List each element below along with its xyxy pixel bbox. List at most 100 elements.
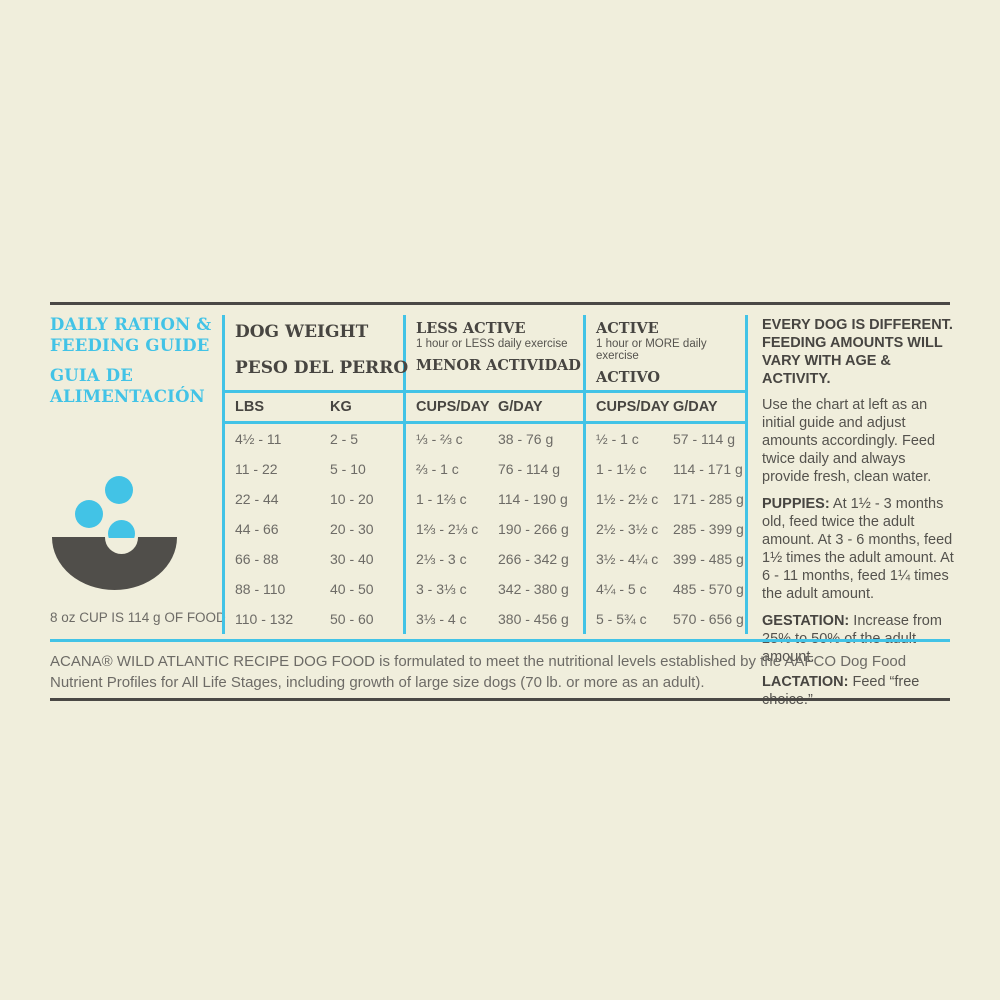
- column-title: ACTIVE: [596, 320, 659, 337]
- unit-header-grams: G/DAY: [498, 399, 543, 415]
- cell-active-grams: 285 - 399 g: [673, 521, 744, 537]
- cell-kg: 20 - 30: [330, 521, 374, 537]
- column-group-active: ACTIVE 1 hour or MORE daily exercise ACT…: [596, 320, 748, 386]
- feeding-table: DOG WEIGHT PESO DEL PERRO LESS ACTIVE 1 …: [222, 315, 748, 641]
- cell-active-cups: 5 - 5¾ c: [596, 611, 647, 627]
- section-label: LACTATION:: [762, 674, 849, 690]
- kibble-drop-clip: [108, 520, 135, 538]
- advice-puppies: PUPPIES: At 1½ - 3 months old, feed twic…: [762, 495, 956, 603]
- cell-less-cups: 3⅓ - 4 c: [416, 611, 467, 627]
- unit-header-kg: KG: [330, 399, 352, 415]
- cell-less-grams: 114 - 190 g: [498, 491, 568, 507]
- cell-kg: 50 - 60: [330, 611, 374, 627]
- table-row: 22 - 44 10 - 20 1 - 1⅔ c 114 - 190 g 1½ …: [222, 484, 748, 514]
- dog-bowl-icon: [50, 471, 200, 596]
- cell-less-cups: 3 - 3⅓ c: [416, 581, 467, 597]
- table-row: 11 - 22 5 - 10 ⅔ - 1 c 76 - 114 g 1 - 1½…: [222, 454, 748, 484]
- title-line: FEEDING GUIDE: [50, 336, 210, 355]
- column-title-es: ACTIVO: [596, 369, 660, 386]
- table-row: 66 - 88 30 - 40 2⅓ - 3 c 266 - 342 g 3½ …: [222, 544, 748, 574]
- advice-heading: EVERY DOG IS DIFFERENT. FEEDING AMOUNTS …: [762, 316, 956, 388]
- table-row: 44 - 66 20 - 30 1⅔ - 2⅓ c 190 - 266 g 2½…: [222, 514, 748, 544]
- cell-less-cups: ⅓ - ⅔ c: [416, 431, 463, 447]
- cell-less-cups: 2⅓ - 3 c: [416, 551, 467, 567]
- table-row: 4½ - 11 2 - 5 ⅓ - ⅔ c 38 - 76 g ½ - 1 c …: [222, 424, 748, 454]
- cell-active-grams: 570 - 656 g: [673, 611, 744, 627]
- kibble-dot-icon: [75, 500, 103, 528]
- cell-active-grams: 485 - 570 g: [673, 581, 744, 597]
- title-line: ALIMENTACIÓN: [50, 387, 205, 406]
- title-line: GUIA DE: [50, 366, 134, 385]
- aafco-statement: ACANA® WILD ATLANTIC RECIPE DOG FOOD is …: [50, 653, 907, 691]
- section-label: PUPPIES:: [762, 496, 830, 512]
- section-title-en: DAILY RATION & FEEDING GUIDE: [50, 314, 222, 356]
- cell-active-grams: 114 - 171 g: [673, 461, 743, 477]
- left-panel: DAILY RATION & FEEDING GUIDE GUIA DE ALI…: [50, 314, 226, 640]
- column-title-es: MENOR ACTIVIDAD: [416, 357, 581, 374]
- cell-active-cups: ½ - 1 c: [596, 431, 639, 447]
- cell-active-cups: 1 - 1½ c: [596, 461, 647, 477]
- unit-header-cups: CUPS/DAY: [416, 399, 490, 415]
- cell-active-grams: 399 - 485 g: [673, 551, 744, 567]
- cell-less-grams: 380 - 456 g: [498, 611, 569, 627]
- heading-line: VARY WITH AGE & ACTIVITY.: [762, 353, 891, 387]
- cell-active-cups: 4¼ - 5 c: [596, 581, 647, 597]
- table-border: [222, 421, 748, 424]
- section-text: At 1½ - 3 months old, feed twice the adu…: [762, 496, 954, 602]
- cell-less-cups: 1⅔ - 2⅓ c: [416, 521, 479, 537]
- unit-header-cups: CUPS/DAY: [596, 399, 670, 415]
- cell-active-cups: 3½ - 4¼ c: [596, 551, 659, 567]
- column-title: LESS ACTIVE: [416, 320, 526, 337]
- cell-lbs: 22 - 44: [235, 491, 279, 507]
- cell-lbs: 44 - 66: [235, 521, 279, 537]
- cell-kg: 5 - 10: [330, 461, 366, 477]
- cell-less-grams: 190 - 266 g: [498, 521, 569, 537]
- title-line: DAILY RATION &: [50, 315, 212, 334]
- table-border: [222, 315, 225, 634]
- cell-kg: 40 - 50: [330, 581, 374, 597]
- cell-lbs: 88 - 110: [235, 581, 286, 597]
- divider-rule: [50, 639, 950, 642]
- top-rule: [50, 302, 950, 305]
- cell-kg: 30 - 40: [330, 551, 374, 567]
- cell-active-grams: 57 - 114 g: [673, 431, 736, 447]
- cell-less-grams: 342 - 380 g: [498, 581, 569, 597]
- cell-active-cups: 2½ - 3½ c: [596, 521, 659, 537]
- section-title-es: GUIA DE ALIMENTACIÓN: [50, 365, 222, 407]
- table-border: [403, 315, 406, 634]
- cell-less-cups: 1 - 1⅔ c: [416, 491, 467, 507]
- table-border: [222, 390, 748, 393]
- cell-lbs: 11 - 22: [235, 461, 278, 477]
- table-row: 88 - 110 40 - 50 3 - 3⅓ c 342 - 380 g 4¼…: [222, 574, 748, 604]
- cell-less-cups: ⅔ - 1 c: [416, 461, 459, 477]
- bottom-rule: [50, 698, 950, 701]
- exercise-note: 1 hour or MORE daily exercise: [596, 338, 707, 362]
- kibble-dot-icon: [108, 520, 135, 538]
- kibble-dot-icon: [105, 476, 133, 504]
- cell-lbs: 4½ - 11: [235, 431, 282, 447]
- cell-less-grams: 38 - 76 g: [498, 431, 554, 447]
- table-border: [745, 315, 748, 634]
- advice-intro: Use the chart at left as an initial guid…: [762, 397, 936, 485]
- column-group-weight: DOG WEIGHT PESO DEL PERRO: [235, 322, 408, 378]
- unit-header-grams: G/DAY: [673, 399, 718, 415]
- table-body: 4½ - 11 2 - 5 ⅓ - ⅔ c 38 - 76 g ½ - 1 c …: [222, 424, 748, 634]
- section-label: GESTATION:: [762, 613, 850, 629]
- cell-less-grams: 266 - 342 g: [498, 551, 569, 567]
- heading-line: EVERY DOG IS DIFFERENT.: [762, 317, 953, 333]
- unit-header-lbs: LBS: [235, 399, 264, 415]
- cell-lbs: 110 - 132: [235, 611, 294, 627]
- column-title-es: PESO DEL PERRO: [235, 358, 409, 378]
- heading-line: FEEDING AMOUNTS WILL: [762, 335, 943, 351]
- table-border: [583, 315, 586, 634]
- cell-lbs: 66 - 88: [235, 551, 279, 567]
- cup-measure-note: 8 oz CUP IS 114 g OF FOOD: [50, 610, 226, 625]
- cell-kg: 2 - 5: [330, 431, 359, 447]
- column-group-less-active: LESS ACTIVE 1 hour or LESS daily exercis…: [416, 320, 581, 374]
- exercise-note: 1 hour or LESS daily exercise: [416, 338, 568, 350]
- column-title: DOG WEIGHT: [235, 322, 369, 342]
- cell-less-grams: 76 - 114 g: [498, 461, 561, 477]
- cell-kg: 10 - 20: [330, 491, 374, 507]
- cell-active-grams: 171 - 285 g: [673, 491, 744, 507]
